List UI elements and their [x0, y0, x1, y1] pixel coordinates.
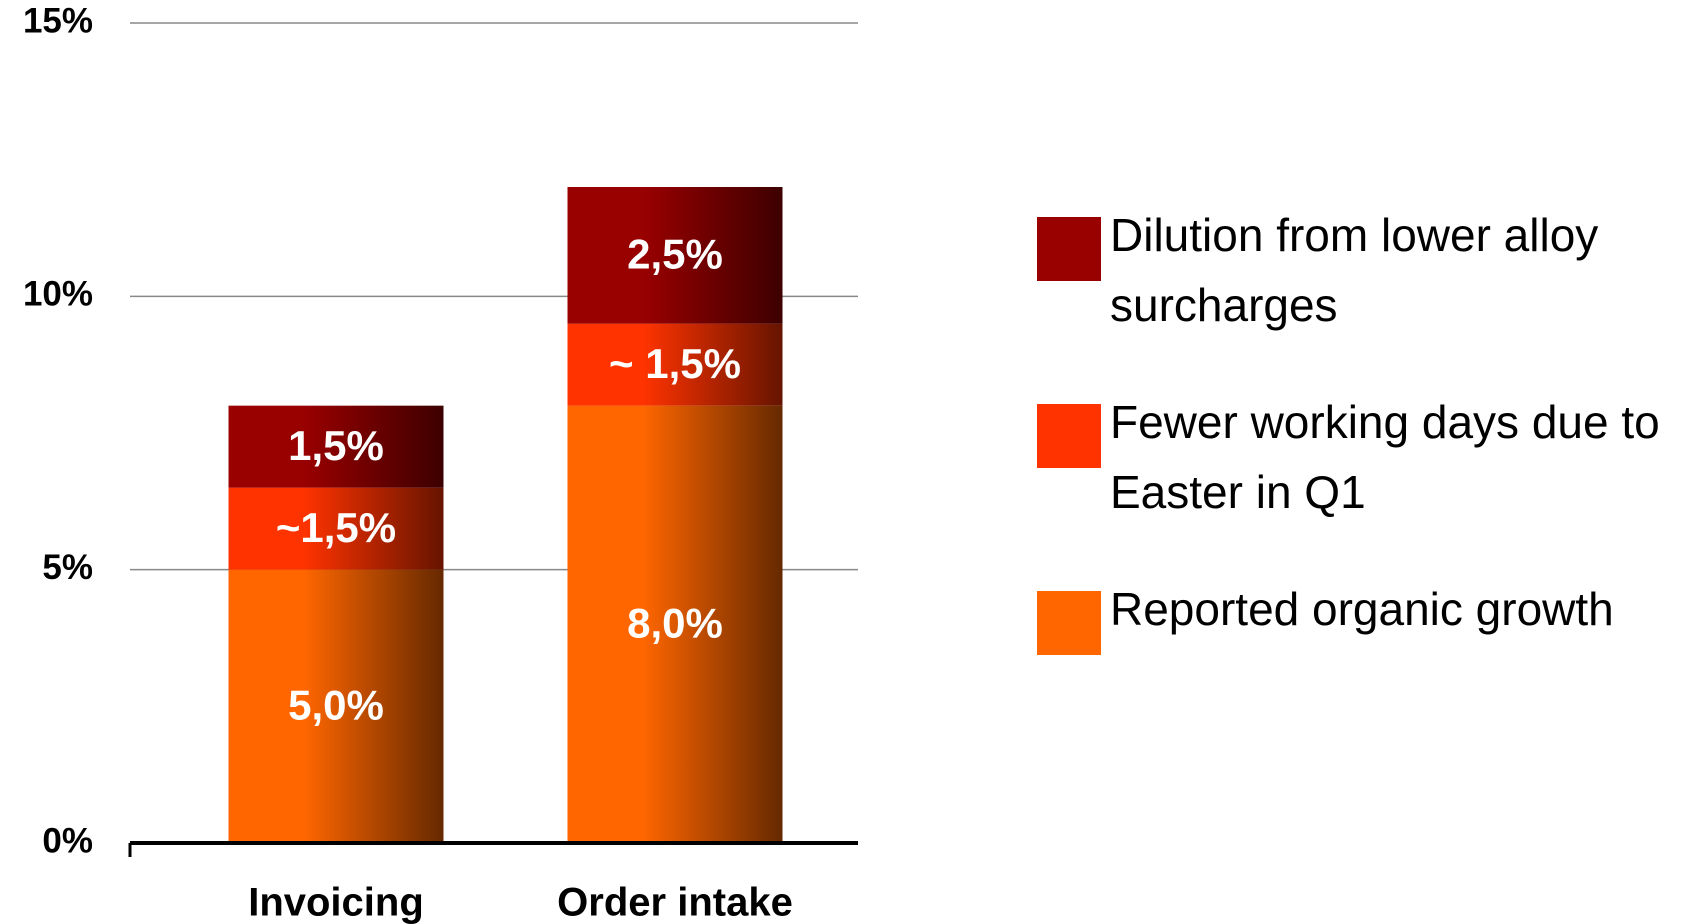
legend-swatch — [1037, 404, 1101, 468]
bar-segment — [228, 405, 444, 488]
value-label: 1,5% — [288, 422, 384, 469]
y-tick-label: 0% — [42, 821, 93, 860]
bar-segment — [228, 487, 444, 570]
x-tick-label: Invoicing — [248, 881, 424, 924]
bar-segment — [567, 405, 783, 843]
bar-segment — [567, 187, 783, 324]
bar-segment — [228, 569, 444, 843]
value-label: ~ 1,5% — [609, 340, 741, 387]
value-label: 8,0% — [627, 599, 723, 646]
legend-item: Fewer working days due to Easter in Q1 — [1037, 387, 1685, 574]
value-label: 5,0% — [288, 681, 384, 728]
y-tick-label: 10% — [23, 275, 93, 314]
x-tick-label: Order intake — [557, 881, 793, 924]
legend: Dilution from lower alloy surcharges Fewe… — [1037, 200, 1685, 761]
y-tick-label: 5% — [42, 548, 93, 587]
value-label: ~1,5% — [276, 504, 396, 551]
bar-segment — [567, 323, 783, 406]
legend-item: Reported organic growth — [1037, 574, 1685, 761]
legend-swatch — [1037, 591, 1101, 655]
legend-label: Fewer working days due to Easter in Q1 — [1110, 396, 1660, 518]
legend-label: Dilution from lower alloy surcharges — [1110, 209, 1599, 331]
y-tick-label: 15% — [23, 1, 93, 40]
value-label: 2,5% — [627, 230, 723, 277]
legend-swatch — [1037, 217, 1101, 281]
legend-label: Reported organic growth — [1110, 583, 1614, 635]
legend-item: Dilution from lower alloy surcharges — [1037, 200, 1685, 387]
